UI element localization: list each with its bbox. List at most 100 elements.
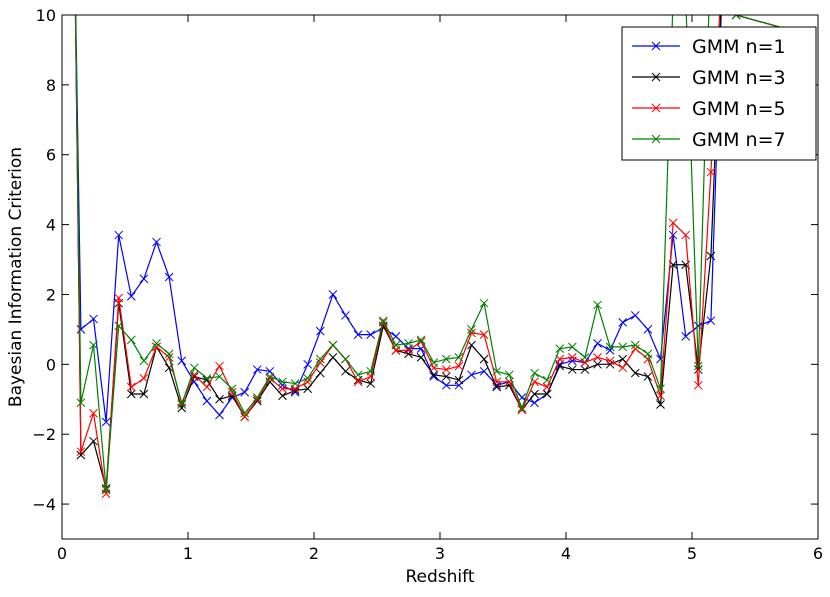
data-point bbox=[353, 370, 363, 380]
data-point bbox=[252, 365, 262, 374]
data-point bbox=[567, 352, 577, 362]
x-tick-label: 4 bbox=[561, 544, 571, 563]
data-point bbox=[164, 349, 174, 359]
data-point bbox=[126, 389, 136, 399]
data-point bbox=[126, 291, 136, 301]
data-point bbox=[101, 489, 111, 498]
data-point bbox=[630, 368, 640, 378]
data-point bbox=[706, 251, 716, 261]
data-point bbox=[328, 352, 338, 362]
data-point bbox=[152, 339, 161, 348]
data-point bbox=[630, 340, 640, 350]
data-point bbox=[391, 340, 401, 350]
data-point bbox=[593, 339, 602, 348]
data-point bbox=[89, 408, 98, 418]
data-point bbox=[139, 389, 149, 399]
data-point bbox=[227, 384, 237, 394]
data-point bbox=[303, 359, 313, 369]
data-point bbox=[593, 352, 602, 362]
data-point bbox=[89, 436, 98, 446]
data-point bbox=[76, 450, 86, 460]
data-point bbox=[492, 380, 502, 390]
data-point bbox=[303, 373, 313, 383]
legend-label: GMM n=1 bbox=[692, 36, 786, 58]
data-point bbox=[530, 398, 539, 408]
data-point bbox=[467, 340, 476, 350]
data-point bbox=[139, 274, 149, 284]
data-point bbox=[580, 365, 590, 374]
data-point bbox=[454, 375, 464, 385]
data-point bbox=[668, 230, 678, 240]
data-point bbox=[303, 384, 313, 394]
data-point bbox=[265, 372, 275, 381]
data-point bbox=[731, 15, 741, 20]
data-point bbox=[681, 332, 691, 341]
data-point bbox=[656, 400, 665, 409]
data-point bbox=[643, 372, 653, 381]
data-point bbox=[681, 230, 691, 240]
data-point bbox=[240, 412, 250, 422]
data-point bbox=[441, 372, 451, 381]
data-point bbox=[139, 373, 149, 383]
data-point bbox=[643, 325, 653, 334]
legend-marker bbox=[651, 134, 661, 144]
data-point bbox=[492, 366, 502, 376]
data-point bbox=[202, 373, 212, 383]
data-point bbox=[404, 349, 413, 359]
data-point bbox=[315, 358, 325, 367]
legend-marker bbox=[651, 72, 661, 82]
data-point bbox=[682, 0, 690, 2]
data-point bbox=[341, 354, 350, 364]
data-point bbox=[278, 384, 287, 394]
data-point bbox=[404, 346, 413, 355]
legend-label: GMM n=7 bbox=[692, 129, 786, 151]
data-point bbox=[152, 342, 161, 352]
legend-label: GMM n=5 bbox=[692, 98, 786, 120]
data-point bbox=[693, 361, 703, 371]
y-tick-label: −4 bbox=[32, 495, 56, 514]
data-point bbox=[177, 400, 187, 409]
data-point bbox=[656, 384, 665, 394]
data-point bbox=[416, 335, 426, 345]
legend-marker bbox=[651, 103, 661, 113]
data-point bbox=[126, 382, 136, 392]
data-point bbox=[353, 377, 363, 387]
data-point bbox=[618, 318, 628, 327]
data-point bbox=[278, 391, 287, 401]
series-layer bbox=[74, 0, 817, 498]
data-point bbox=[454, 352, 464, 362]
data-point bbox=[89, 340, 98, 350]
data-point bbox=[479, 330, 489, 339]
data-point bbox=[555, 361, 565, 371]
legend-entries: GMM n=1 GMM n=3 GMM n=5 GMM n=7 bbox=[632, 36, 786, 151]
data-point bbox=[202, 382, 212, 392]
data-point bbox=[315, 326, 325, 336]
data-point bbox=[114, 321, 124, 331]
x-tick-label: 5 bbox=[687, 544, 697, 563]
data-point bbox=[429, 370, 439, 380]
data-point bbox=[467, 325, 476, 334]
x-tick-label: 6 bbox=[813, 544, 823, 563]
data-point bbox=[114, 293, 124, 303]
x-tick-label: 3 bbox=[435, 544, 445, 563]
data-point bbox=[429, 358, 439, 367]
y-tick-label: 10 bbox=[36, 6, 56, 25]
data-point bbox=[454, 361, 464, 371]
data-point bbox=[177, 356, 187, 366]
data-point bbox=[215, 361, 224, 371]
data-point bbox=[101, 485, 111, 495]
data-point bbox=[504, 377, 514, 387]
data-point bbox=[152, 237, 161, 247]
y-tick-label: 6 bbox=[46, 146, 56, 165]
data-point bbox=[668, 218, 678, 228]
data-point bbox=[126, 335, 136, 345]
data-point bbox=[76, 325, 86, 334]
data-point bbox=[240, 387, 250, 397]
data-point bbox=[492, 377, 502, 387]
data-point bbox=[643, 349, 653, 359]
data-point bbox=[353, 330, 363, 339]
data-point bbox=[618, 363, 628, 373]
data-point bbox=[189, 363, 199, 373]
data-point bbox=[89, 314, 98, 324]
